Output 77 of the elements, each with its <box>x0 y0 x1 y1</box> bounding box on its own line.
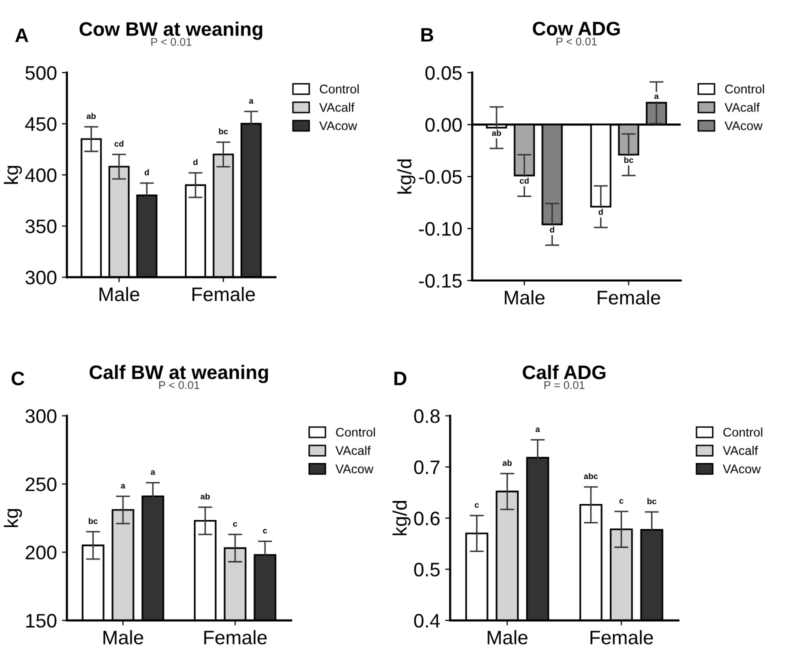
data-label: c <box>474 503 479 508</box>
chart-subtitle: P < 0.01 <box>151 38 192 46</box>
data-label: ab <box>502 460 512 466</box>
data-label: ab <box>492 130 502 136</box>
data-label: d <box>550 226 554 233</box>
x-tick-label: Female <box>204 630 267 644</box>
text: A <box>15 28 28 42</box>
x-tick-label: Male <box>504 290 545 305</box>
data-label: bc <box>647 498 656 504</box>
data-label: c <box>263 528 268 534</box>
x-tick-label: Male <box>488 630 528 644</box>
legend-label: VAcalf <box>319 102 354 112</box>
y-tick-label: 0.7 <box>414 460 440 474</box>
data-label: c <box>233 522 238 527</box>
legend-label: VAcalf <box>722 446 758 456</box>
legend-label: VAcalf <box>724 102 760 112</box>
legend-label: VAcalf <box>335 446 371 456</box>
data-label: d <box>598 208 603 215</box>
legend-label: Control <box>723 427 762 437</box>
chart-subtitle: P = 0.01 <box>544 381 584 390</box>
data-label: c <box>619 499 624 504</box>
legend-label: Control <box>725 84 764 94</box>
data-label: ab <box>86 112 96 120</box>
y-tick-label: 0.00 <box>425 118 462 132</box>
y-tick-label: 400 <box>25 168 56 182</box>
y-tick-label: 300 <box>25 409 56 424</box>
chart-title: Cow ADG <box>532 22 620 36</box>
chart-subtitle: P < 0.01 <box>556 38 597 46</box>
y-axis-title: kg <box>4 509 22 528</box>
y-tick-label: 0.8 <box>414 409 440 424</box>
data-label: d <box>193 158 198 166</box>
data-label: a <box>249 99 254 104</box>
legend-label: VAcow <box>724 121 763 130</box>
y-tick-label: 500 <box>26 66 56 80</box>
data-label: abc <box>584 472 598 480</box>
y-axis-title: kg/d <box>397 159 416 194</box>
data-label: cd <box>520 178 529 184</box>
data-label: cd <box>114 140 124 147</box>
x-tick-label: Male <box>100 286 140 302</box>
legend-label: Control <box>336 427 375 437</box>
y-tick-label: 150 <box>26 614 56 628</box>
y-tick-label: 450 <box>25 117 56 131</box>
y-tick-label: 200 <box>26 546 56 560</box>
data-label: bc <box>624 156 634 163</box>
y-tick-label: 0.5 <box>414 562 440 576</box>
y-tick-label: -0.15 <box>419 274 462 288</box>
y-tick-label: 0.05 <box>425 66 462 80</box>
data-label: a <box>536 427 540 432</box>
y-tick-label: 0.4 <box>414 614 440 628</box>
chart-subtitle: P < 0.01 <box>159 381 200 390</box>
data-label: d <box>144 169 149 176</box>
legend-label: VAcow <box>335 464 374 474</box>
data-label: bc <box>219 128 228 134</box>
chart-title: Calf ADG <box>522 364 606 380</box>
text: C <box>12 372 24 386</box>
data-label: a <box>120 484 126 488</box>
legend-label: VAcow <box>319 121 358 130</box>
y-tick-label: 250 <box>26 477 56 492</box>
x-tick-label: Female <box>192 286 255 302</box>
text: B <box>421 28 434 42</box>
y-axis-title: kg/d <box>392 500 411 536</box>
data-label: bc <box>88 518 98 524</box>
legend-label: Control <box>320 84 359 94</box>
data-label: a <box>150 470 156 475</box>
x-tick-label: Female <box>598 290 660 305</box>
y-tick-label: -0.05 <box>419 170 462 184</box>
x-tick-label: Male <box>103 630 144 644</box>
y-axis-title: kg <box>4 166 22 184</box>
x-tick-label: Female <box>590 630 653 644</box>
data-label: a <box>654 94 659 100</box>
text: D <box>394 372 406 386</box>
y-tick-label: 350 <box>25 220 56 234</box>
y-tick-label: 300 <box>25 270 56 284</box>
y-tick-label: -0.10 <box>419 222 462 236</box>
legend-label: VAcow <box>722 464 761 474</box>
y-tick-label: 0.6 <box>414 512 440 526</box>
data-label: ab <box>200 493 210 500</box>
